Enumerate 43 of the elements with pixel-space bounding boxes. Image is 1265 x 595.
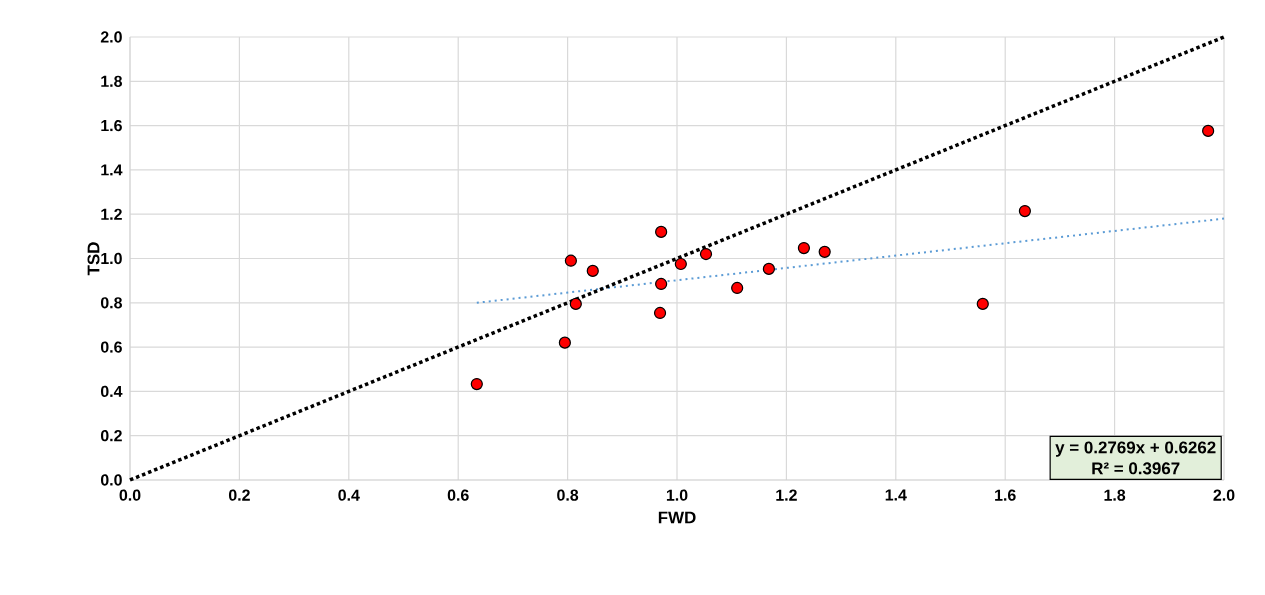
x-tick-label: 0.4 xyxy=(338,489,360,501)
point xyxy=(976,297,989,310)
point xyxy=(674,257,687,271)
point xyxy=(564,254,577,267)
y-tick-label: 0.6 xyxy=(100,341,122,353)
y-tick-label: 1.0 xyxy=(101,252,122,265)
point xyxy=(586,264,599,277)
x-tick-label: 0.6 xyxy=(447,489,469,501)
x-tick-label: 1.2 xyxy=(776,489,797,501)
x-tick-label: 0.8 xyxy=(557,489,579,501)
point xyxy=(1202,124,1215,137)
point xyxy=(655,277,668,291)
y-tick-label: 0.4 xyxy=(100,385,123,398)
x-tick-label: 1.8 xyxy=(1104,489,1126,501)
point xyxy=(653,306,667,320)
y-tick-label: 0.2 xyxy=(100,430,122,442)
y-tick-label: 1.6 xyxy=(101,119,122,132)
point xyxy=(731,281,744,295)
point xyxy=(558,336,571,349)
y-tick-label: 0.0 xyxy=(100,474,122,486)
y-tick-label: 1.8 xyxy=(101,75,122,87)
x-axis-title: FWD xyxy=(658,511,696,524)
x-tick-label: 0.2 xyxy=(228,489,250,501)
point xyxy=(762,262,775,275)
y-tick-label: 0.8 xyxy=(100,297,122,309)
point xyxy=(699,247,713,261)
point xyxy=(797,241,811,255)
y-axis-title: TSD xyxy=(87,242,100,276)
annotation: R² = 0.3967 xyxy=(1092,462,1180,475)
point xyxy=(569,297,582,310)
y-tick-label: 2.0 xyxy=(100,31,122,43)
x-tick-label: 1.4 xyxy=(885,489,907,501)
point xyxy=(1018,204,1031,218)
point xyxy=(818,245,831,258)
annotation: y = 0.2769x + 0.6262 xyxy=(1055,441,1216,457)
y-tick-label: 1.4 xyxy=(101,164,123,176)
point xyxy=(470,377,483,391)
x-tick-label: 1.6 xyxy=(995,489,1016,501)
x-tick-label: 2.0 xyxy=(1213,489,1235,501)
x-tick-label: 0.0 xyxy=(119,489,141,501)
y-tick-label: 1.2 xyxy=(101,208,122,220)
point xyxy=(655,225,668,238)
x-tick-label: 1.0 xyxy=(666,489,688,501)
